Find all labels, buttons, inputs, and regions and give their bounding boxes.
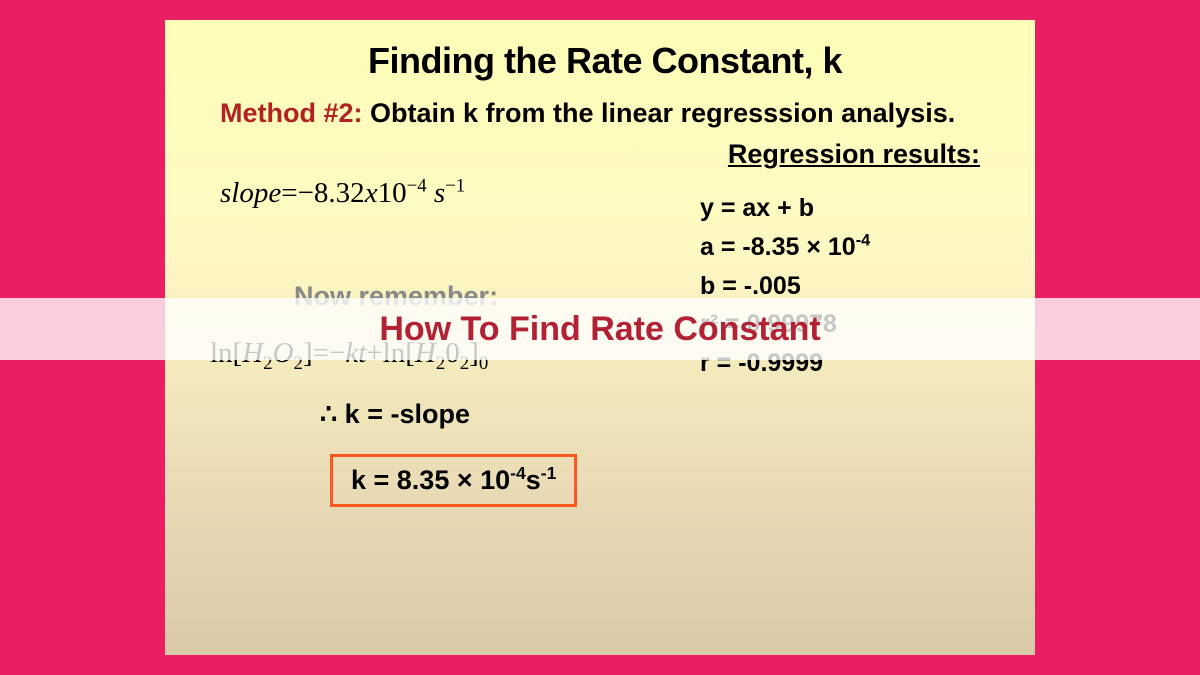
method-line: Method #2: Obtain k from the linear regr… [210,96,1000,131]
slide-title: Finding the Rate Constant, k [210,40,1000,82]
content-area: slope=−8.32x10−4 s−1 Now remember: ln[H2… [210,159,1000,589]
overlay-band: How To Find Rate Constant [0,298,1200,360]
method-text: Obtain k from the linear regresssion ana… [363,98,956,128]
therefore-line: ∴ k = -slope [320,399,470,430]
regression-eq: y = ax + b [700,189,1000,228]
regression-title: Regression results: [728,139,980,170]
result-box: k = 8.35 × 10-4s-1 [330,454,577,507]
slope-equation: slope=−8.32x10−4 s−1 [220,177,465,210]
regression-a: a = -8.35 × 10-4 [700,228,1000,267]
overlay-text: How To Find Rate Constant [379,310,820,349]
method-label: Method #2: [220,98,363,128]
